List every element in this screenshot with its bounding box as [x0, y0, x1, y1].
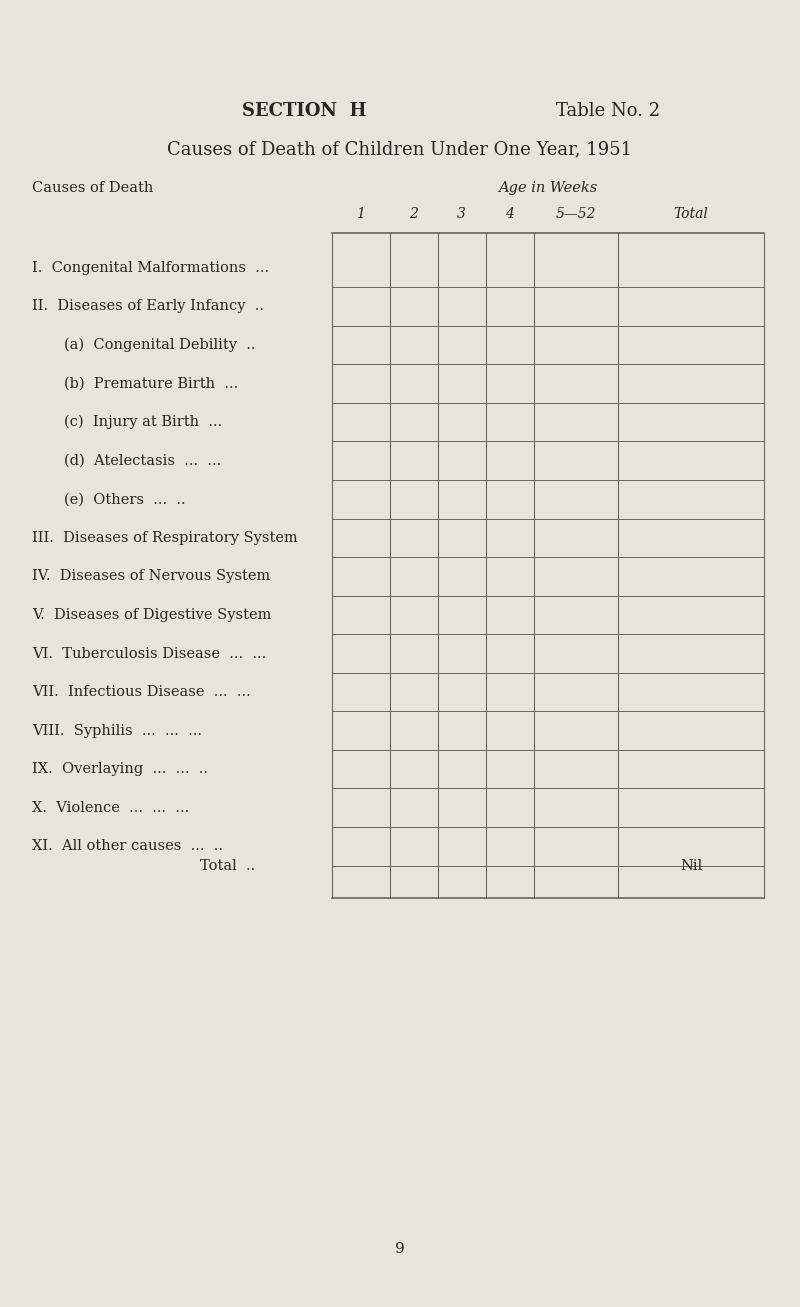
Text: VI.  Tuberculosis Disease  ...  ...: VI. Tuberculosis Disease ... ... — [32, 647, 266, 660]
Text: (d)  Atelectasis  ...  ...: (d) Atelectasis ... ... — [64, 454, 222, 468]
Text: I.  Congenital Malformations  ...: I. Congenital Malformations ... — [32, 261, 269, 274]
Text: Causes of Death: Causes of Death — [32, 182, 154, 195]
Text: (b)  Premature Birth  ...: (b) Premature Birth ... — [64, 376, 238, 391]
Text: X.  Violence  ...  ...  ...: X. Violence ... ... ... — [32, 801, 190, 814]
Text: SECTION  H: SECTION H — [242, 102, 366, 120]
Text: IX.  Overlaying  ...  ...  ..: IX. Overlaying ... ... .. — [32, 762, 208, 776]
Text: VIII.  Syphilis  ...  ...  ...: VIII. Syphilis ... ... ... — [32, 724, 202, 737]
Text: II.  Diseases of Early Infancy  ..: II. Diseases of Early Infancy .. — [32, 299, 264, 314]
Text: 2: 2 — [409, 208, 418, 221]
Text: Causes of Death of Children Under One Year, 1951: Causes of Death of Children Under One Ye… — [167, 140, 633, 158]
Text: IV.  Diseases of Nervous System: IV. Diseases of Nervous System — [32, 570, 270, 583]
Text: 1: 1 — [356, 208, 366, 221]
Text: 4: 4 — [505, 208, 514, 221]
Text: Nil: Nil — [680, 859, 702, 873]
Text: (a)  Congenital Debility  ..: (a) Congenital Debility .. — [64, 337, 255, 353]
Text: 9: 9 — [395, 1243, 405, 1256]
Text: Age in Weeks: Age in Weeks — [498, 182, 598, 195]
Text: (c)  Injury at Birth  ...: (c) Injury at Birth ... — [64, 414, 222, 430]
Text: III.  Diseases of Respiratory System: III. Diseases of Respiratory System — [32, 531, 298, 545]
Text: Total: Total — [674, 208, 709, 221]
Text: XI.  All other causes  ...  ..: XI. All other causes ... .. — [32, 839, 223, 853]
Text: Table No. 2: Table No. 2 — [556, 102, 660, 120]
Text: V.  Diseases of Digestive System: V. Diseases of Digestive System — [32, 608, 271, 622]
Text: Total  ..: Total .. — [200, 859, 255, 873]
Text: 3: 3 — [457, 208, 466, 221]
Text: VII.  Infectious Disease  ...  ...: VII. Infectious Disease ... ... — [32, 685, 250, 699]
Text: (e)  Others  ...  ..: (e) Others ... .. — [64, 493, 186, 506]
Text: 5—52: 5—52 — [556, 208, 596, 221]
